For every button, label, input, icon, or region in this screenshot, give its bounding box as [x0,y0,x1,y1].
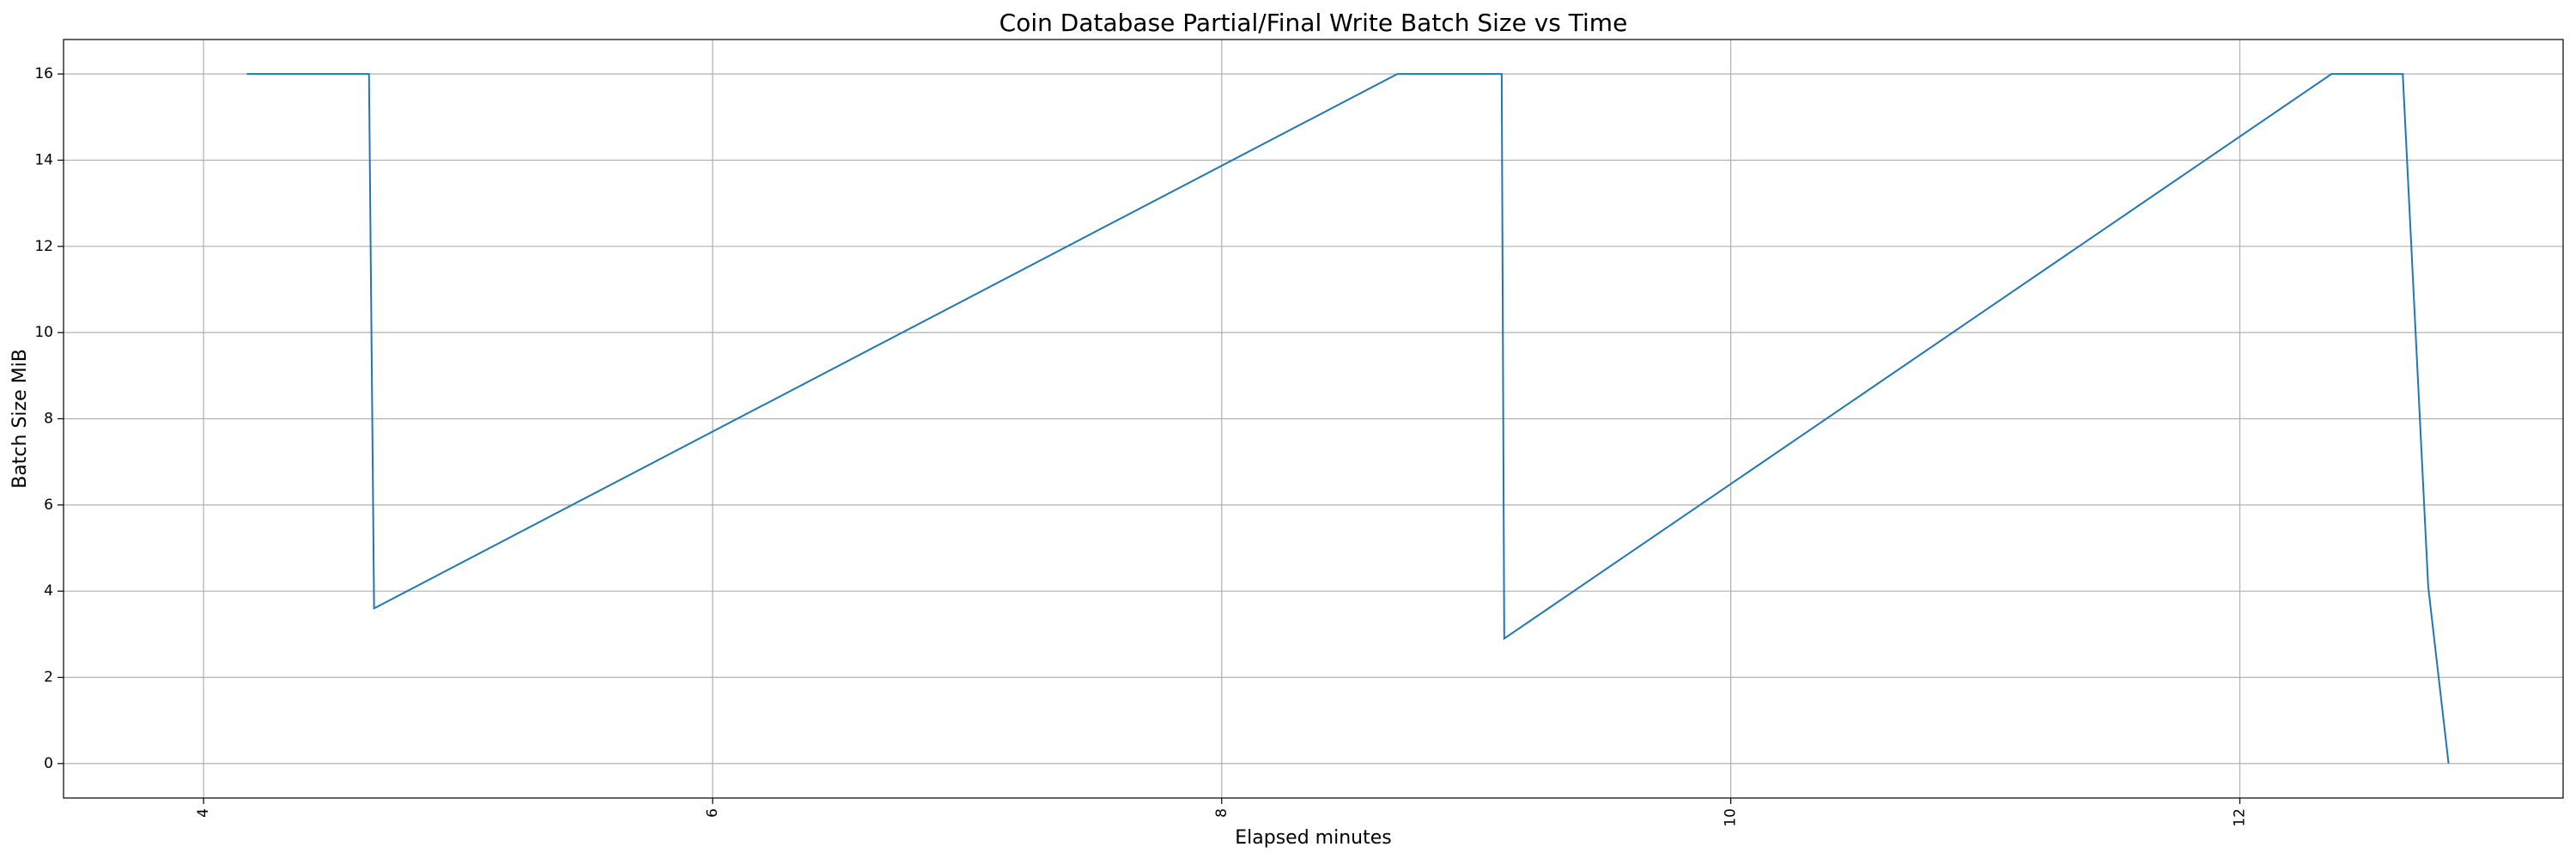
y-tick-label: 12 [34,238,53,255]
grid-layer [64,40,2563,798]
y-tick-label: 14 [34,151,53,168]
series-layer [246,73,2450,764]
y-tick-label: 10 [34,324,53,341]
chart-title: Coin Database Partial/Final Write Batch … [999,9,1628,37]
y-tick-label: 8 [44,411,53,428]
x-tick-label: 8 [1213,808,1230,818]
y-tick-label: 2 [44,669,53,686]
y-axis-label: Batch Size MiB [9,349,31,489]
x-axis-label: Elapsed minutes [1235,827,1391,849]
x-tick-label: 12 [2232,808,2249,827]
y-tick-label: 0 [44,755,53,772]
y-tick-label: 4 [44,582,53,600]
y-tick-label: 6 [44,497,53,514]
series-line [246,73,2450,764]
x-tick-label: 10 [1722,808,1740,827]
x-tick-label: 6 [704,808,721,818]
y-tick-label: 16 [34,65,53,82]
ticks-layer: 4 6 8 10 12 0 2 4 6 8 10 12 14 16 [34,65,2248,827]
x-tick-label: 4 [195,808,212,818]
